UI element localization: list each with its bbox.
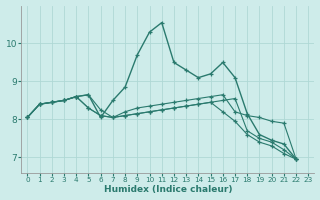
- X-axis label: Humidex (Indice chaleur): Humidex (Indice chaleur): [104, 185, 232, 194]
